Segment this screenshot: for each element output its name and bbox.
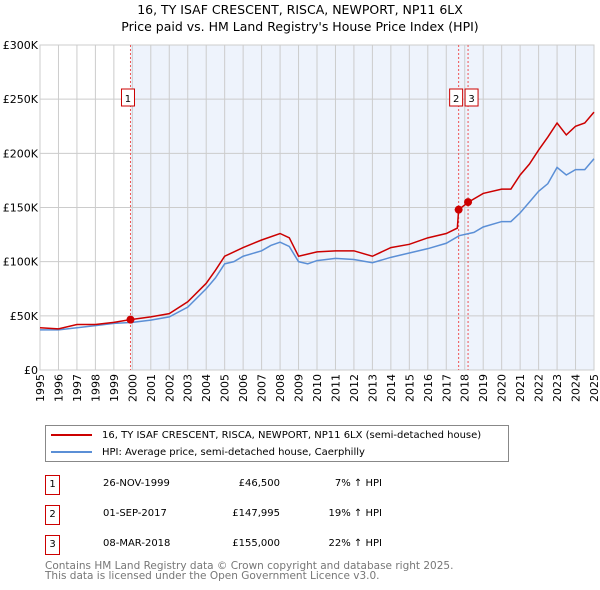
- x-tick-label: 2007: [256, 374, 269, 402]
- x-tick-label: 2013: [366, 374, 379, 402]
- legend-label: HPI: Average price, semi-detached house,…: [102, 446, 365, 458]
- x-tick-label: 2008: [274, 374, 287, 402]
- sale-date: 08-MAR-2018: [103, 538, 171, 549]
- y-tick-label: £50K: [10, 310, 39, 323]
- y-tick-label: £250K: [3, 93, 39, 106]
- legend-swatch: [51, 434, 92, 436]
- sale-price: £155,000: [232, 538, 280, 549]
- hpi-line: [40, 158, 595, 331]
- x-tick-label: 2010: [311, 374, 324, 402]
- sale-label: 3: [468, 94, 474, 105]
- sale-point: [126, 315, 135, 324]
- sale-price: £46,500: [238, 478, 280, 489]
- sale-label-box: [464, 88, 479, 107]
- x-tick-label: 2015: [403, 374, 416, 402]
- sale-row: 2 01-SEP-2017 £147,995 19% ↑ HPI: [45, 505, 545, 525]
- sale-hpi: 7% ↑ HPI: [334, 478, 382, 489]
- x-tick-label: 2009: [293, 374, 306, 402]
- footer-copyright: Contains HM Land Registry data © Crown c…: [45, 560, 454, 572]
- sale-label: 1: [125, 94, 131, 105]
- legend-item-hpi: HPI: Average price, semi-detached house,…: [46, 444, 365, 460]
- x-tick-label: 2011: [329, 374, 342, 402]
- x-tick-label: 2012: [348, 374, 361, 402]
- sale-row: 1 26-NOV-1999 £46,500 7% ↑ HPI: [45, 475, 545, 495]
- chart-subtitle: Price paid vs. HM Land Registry's House …: [121, 19, 479, 34]
- sale-label-box: [449, 88, 464, 107]
- x-tick-label: 2020: [496, 374, 509, 402]
- legend-swatch: [51, 451, 92, 453]
- sale-row: 3 08-MAR-2018 £155,000 22% ↑ HPI: [45, 535, 545, 555]
- x-tick-label: 1997: [71, 374, 84, 402]
- x-tick-label: 2025: [588, 374, 600, 402]
- legend-item-property: 16, TY ISAF CRESCENT, RISCA, NEWPORT, NP…: [46, 427, 481, 443]
- chart-title: 16, TY ISAF CRESCENT, RISCA, NEWPORT, NP…: [137, 2, 463, 17]
- x-tick-label: 2003: [182, 374, 195, 402]
- sale-hpi: 22% ↑ HPI: [328, 538, 382, 549]
- x-tick-label: 2002: [163, 374, 176, 402]
- sale-point: [454, 205, 463, 214]
- x-tick-label: 2017: [440, 374, 453, 402]
- y-tick-label: £150K: [3, 202, 39, 215]
- x-tick-label: 1999: [108, 374, 121, 402]
- x-tick-label: 2018: [459, 374, 472, 402]
- sale-date: 01-SEP-2017: [103, 508, 167, 519]
- x-tick-label: 1995: [34, 374, 47, 402]
- x-tick-label: 2023: [551, 374, 564, 402]
- x-tick-label: 2014: [385, 374, 398, 402]
- plot-area: 1995 1996 1997 1998 1999 2000 2001 2002 2003 2004…: [3, 39, 600, 402]
- property-line: [39, 111, 595, 330]
- y-tick-label: £0: [24, 364, 38, 377]
- sale-point: [464, 198, 473, 207]
- x-tick-label: 2024: [570, 374, 583, 402]
- x-tick-label: 2019: [477, 374, 490, 402]
- x-tick-label: 2022: [533, 374, 546, 402]
- y-tick-label: £100K: [3, 256, 39, 269]
- sale-date: 26-NOV-1999: [103, 478, 170, 489]
- plot-border: [39, 44, 595, 371]
- x-tick-label: 2004: [200, 374, 213, 402]
- sale-price: £147,995: [232, 508, 280, 519]
- x-tick-label: 2006: [237, 374, 250, 402]
- x-tick-label: 2001: [145, 374, 158, 402]
- y-tick-label: £300K: [3, 39, 39, 52]
- x-tick-label: 1998: [89, 374, 102, 402]
- y-tick-label: £200K: [3, 147, 39, 160]
- x-tick-label: 2000: [126, 374, 139, 402]
- sale-label-box: [120, 88, 135, 107]
- x-tick-label: 2021: [514, 374, 527, 402]
- sale-label: 2: [453, 94, 459, 105]
- x-tick-label: 2016: [422, 374, 435, 402]
- sale-marker: 2: [45, 505, 60, 525]
- x-tick-label: 2005: [219, 374, 232, 402]
- sale-marker: 1: [45, 475, 60, 495]
- sale-hpi: 19% ↑ HPI: [328, 508, 382, 519]
- sale-marker: 3: [45, 535, 60, 555]
- legend-label: 16, TY ISAF CRESCENT, RISCA, NEWPORT, NP…: [102, 429, 482, 441]
- x-tick-label: 1996: [52, 374, 65, 402]
- footer-licence: This data is licensed under the Open Gov…: [45, 570, 380, 582]
- legend: 16, TY ISAF CRESCENT, RISCA, NEWPORT, NP…: [45, 425, 509, 462]
